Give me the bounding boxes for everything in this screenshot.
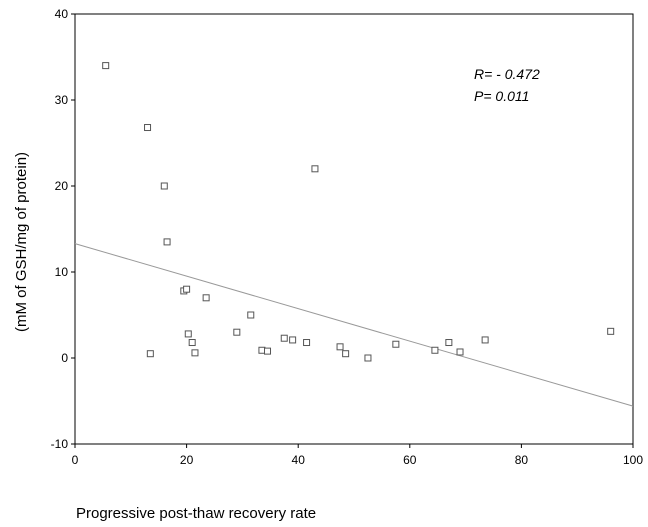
data-point bbox=[188, 339, 196, 347]
data-point bbox=[280, 334, 288, 342]
x-tick-label: 80 bbox=[515, 453, 529, 467]
data-point bbox=[183, 285, 191, 293]
data-point bbox=[392, 340, 400, 348]
data-point bbox=[456, 348, 464, 356]
data-point bbox=[289, 336, 297, 344]
y-tick-label: -10 bbox=[51, 437, 69, 451]
data-point bbox=[311, 165, 319, 173]
data-point bbox=[481, 336, 489, 344]
y-tick-label: 30 bbox=[55, 93, 69, 107]
data-point bbox=[364, 354, 372, 362]
data-point bbox=[160, 182, 168, 190]
annotation-r: R= - 0.472 bbox=[474, 66, 540, 82]
y-tick-label: 40 bbox=[55, 7, 69, 21]
data-point bbox=[191, 349, 199, 357]
regression-line bbox=[74, 243, 634, 407]
x-axis: 0 20 40 60 80 100 bbox=[72, 444, 643, 467]
y-tick-label: 10 bbox=[55, 265, 69, 279]
data-point bbox=[342, 350, 350, 358]
x-tick-label: 0 bbox=[72, 453, 79, 467]
x-tick-label: 100 bbox=[623, 453, 643, 467]
y-axis-label: (mM of GSH/mg of protein) bbox=[13, 152, 30, 332]
data-point bbox=[336, 343, 344, 351]
plot-frame bbox=[74, 13, 634, 445]
data-point bbox=[202, 294, 210, 302]
data-point bbox=[445, 339, 453, 347]
data-point bbox=[233, 328, 241, 336]
data-point bbox=[102, 62, 110, 70]
data-point bbox=[264, 347, 272, 355]
annotation-p: P= 0.011 bbox=[474, 88, 529, 104]
data-point bbox=[431, 346, 439, 354]
x-axis-label: Progressive post-thaw recovery rate bbox=[76, 505, 316, 522]
data-point bbox=[247, 311, 255, 319]
plot-area bbox=[74, 13, 634, 445]
data-point bbox=[303, 339, 311, 347]
data-point bbox=[607, 327, 615, 335]
x-tick-label: 60 bbox=[403, 453, 417, 467]
x-tick-label: 40 bbox=[292, 453, 306, 467]
data-point bbox=[146, 350, 154, 358]
y-tick-label: 0 bbox=[61, 351, 68, 365]
data-point bbox=[144, 124, 152, 132]
y-tick-label: 20 bbox=[55, 179, 69, 193]
y-axis: -10 0 10 20 30 40 bbox=[51, 7, 75, 451]
data-points bbox=[102, 62, 615, 362]
data-point bbox=[163, 238, 171, 246]
data-point bbox=[184, 330, 192, 338]
x-tick-label: 20 bbox=[180, 453, 194, 467]
